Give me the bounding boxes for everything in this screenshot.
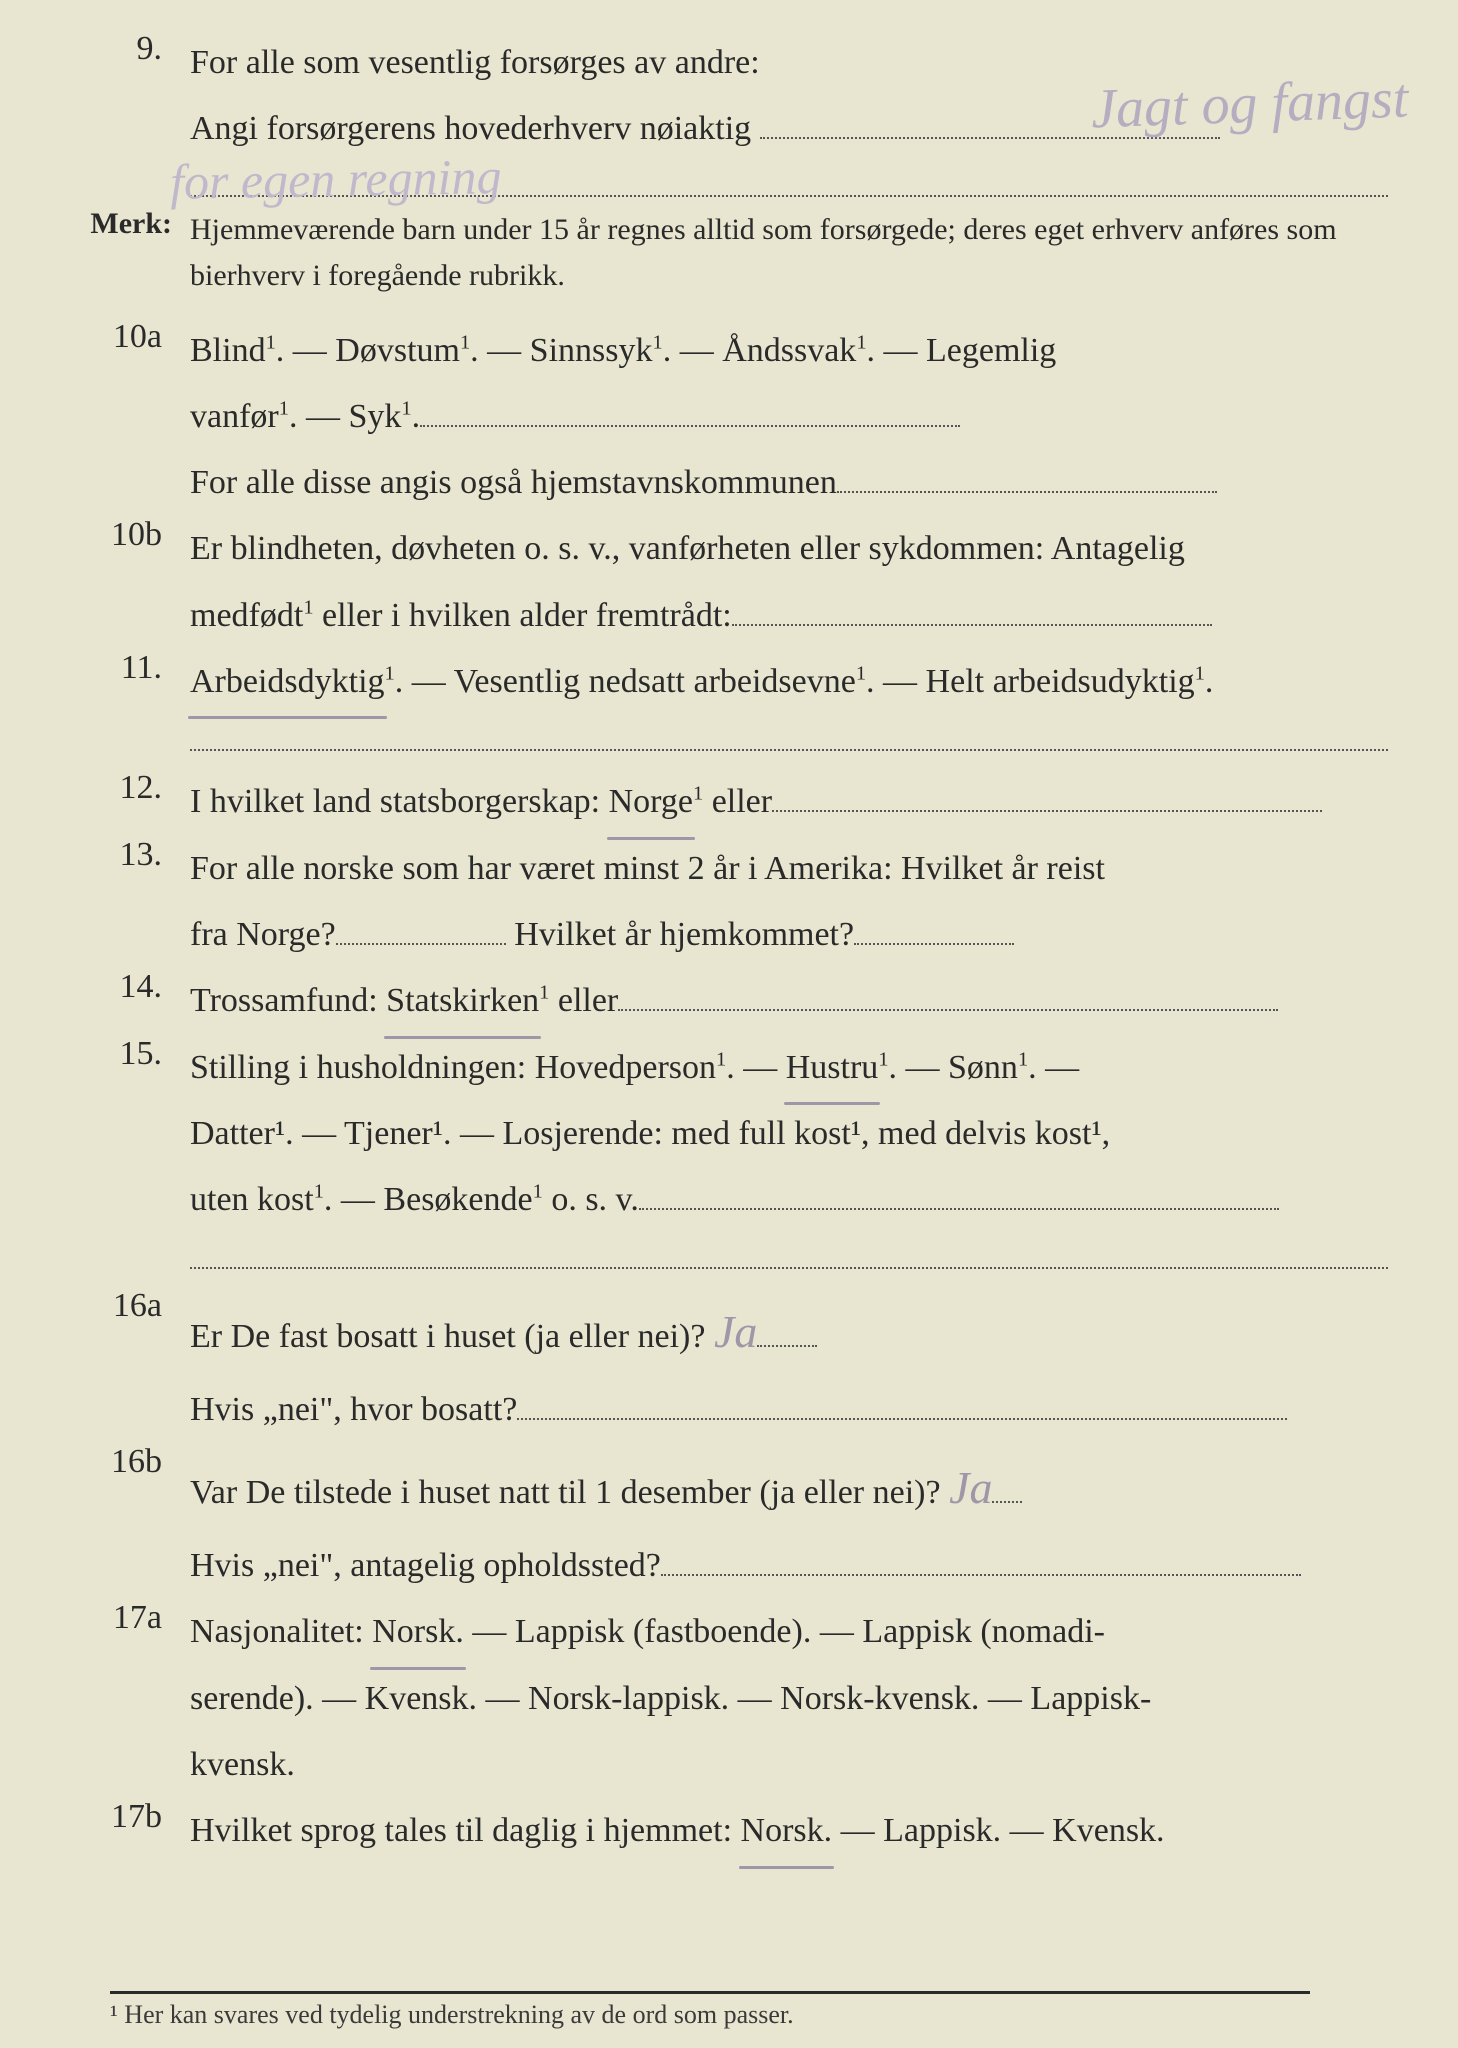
q14-number: 14.	[90, 968, 190, 1006]
q11-number: 11.	[90, 649, 190, 687]
question-10a: 10a Blind1. — Døvstum1. — Sinnssyk1. — Å…	[90, 318, 1388, 517]
q16a-number: 16a	[90, 1287, 190, 1325]
handwritten-16a: Ja	[714, 1306, 757, 1357]
q16b-blank	[661, 1574, 1301, 1576]
underlined-norsk-17a: Norsk.	[372, 1599, 464, 1665]
q17a-number: 17a	[90, 1599, 190, 1637]
q10a-number: 10a	[90, 318, 190, 356]
q9-line1: For alle som vesentlig forsørges av andr…	[190, 44, 760, 81]
question-17a: 17a Nasjonalitet: Norsk. — Lappisk (fast…	[90, 1599, 1388, 1798]
underlined-norge: Norge	[609, 769, 693, 835]
q16b-body: Var De tilstede i huset natt til 1 desem…	[190, 1443, 1388, 1599]
q14-body: Trossamfund: Statskirken1 eller	[190, 968, 1388, 1034]
q12-blank	[772, 810, 1322, 812]
handwritten-occupation-1: Jagt og fangst	[1090, 66, 1409, 141]
q10a-line3: For alle disse angis også hjemstavnskomm…	[190, 464, 837, 501]
underlined-arbeidsdyktig: Arbeidsdyktig	[190, 649, 385, 715]
underlined-hustru: Hustru	[786, 1035, 879, 1101]
q10a-blank	[420, 425, 960, 427]
q10b-body: Er blindheten, døvheten o. s. v., vanfør…	[190, 516, 1388, 649]
q10b-blank	[732, 624, 1212, 626]
q15-blank1	[639, 1208, 1279, 1210]
q12-body: I hvilket land statsborgerskap: Norge1 e…	[190, 769, 1388, 835]
q10b-number: 10b	[90, 516, 190, 554]
q16a-body: Er De fast bosatt i huset (ja eller nei)…	[190, 1287, 1388, 1443]
q15-number: 15.	[90, 1035, 190, 1073]
question-12: 12. I hvilket land statsborgerskap: Norg…	[90, 769, 1388, 835]
q14-blank	[618, 1009, 1278, 1011]
q9-line2: Angi forsørgerens hovederhverv nøiaktig	[190, 110, 751, 147]
q13-body: For alle norske som har været minst 2 år…	[190, 836, 1388, 969]
q17a-body: Nasjonalitet: Norsk. — Lappisk (fastboen…	[190, 1599, 1388, 1798]
question-17b: 17b Hvilket sprog tales til daglig i hje…	[90, 1798, 1388, 1864]
handwritten-16b: Ja	[949, 1462, 992, 1513]
q10a-blank2	[837, 491, 1217, 493]
question-16a: 16a Er De fast bosatt i huset (ja eller …	[90, 1287, 1388, 1443]
q16b-number: 16b	[90, 1443, 190, 1481]
q15-blank2	[190, 1267, 1388, 1269]
merk-text: Hjemmeværende barn under 15 år regnes al…	[190, 207, 1388, 300]
q15-body: Stilling i husholdningen: Hovedperson1. …	[190, 1035, 1388, 1270]
question-16b: 16b Var De tilstede i huset natt til 1 d…	[90, 1443, 1388, 1599]
q16a-blank	[517, 1418, 1287, 1420]
q11-blank	[190, 749, 1388, 751]
q11-body: Arbeidsdyktig1. — Vesentlig nedsatt arbe…	[190, 649, 1388, 751]
q13-blank2	[854, 943, 1014, 945]
q17b-body: Hvilket sprog tales til daglig i hjemmet…	[190, 1798, 1388, 1864]
question-11: 11. Arbeidsdyktig1. — Vesentlig nedsatt …	[90, 649, 1388, 751]
q13-number: 13.	[90, 836, 190, 874]
q12-number: 12.	[90, 769, 190, 807]
handwritten-occupation-2: for egen regning	[170, 147, 502, 211]
q9-number: 9.	[90, 30, 190, 68]
census-form-page: Jagt og fangst for egen regning 9. For a…	[0, 0, 1458, 2048]
underlined-statskirken: Statskirken	[386, 968, 539, 1034]
question-15: 15. Stilling i husholdningen: Hovedperso…	[90, 1035, 1388, 1270]
question-14: 14. Trossamfund: Statskirken1 eller	[90, 968, 1388, 1034]
question-13: 13. For alle norske som har været minst …	[90, 836, 1388, 969]
underlined-norsk-17b: Norsk.	[741, 1798, 833, 1864]
q10a-body: Blind1. — Døvstum1. — Sinnssyk1. — Åndss…	[190, 318, 1388, 517]
merk-label: Merk:	[90, 207, 190, 300]
merk-note: Merk: Hjemmeværende barn under 15 år reg…	[90, 207, 1388, 300]
footnote: ¹ Her kan svares ved tydelig understrekn…	[110, 1991, 1310, 2030]
question-10b: 10b Er blindheten, døvheten o. s. v., va…	[90, 516, 1388, 649]
q13-blank1	[336, 943, 506, 945]
q17b-number: 17b	[90, 1798, 190, 1836]
